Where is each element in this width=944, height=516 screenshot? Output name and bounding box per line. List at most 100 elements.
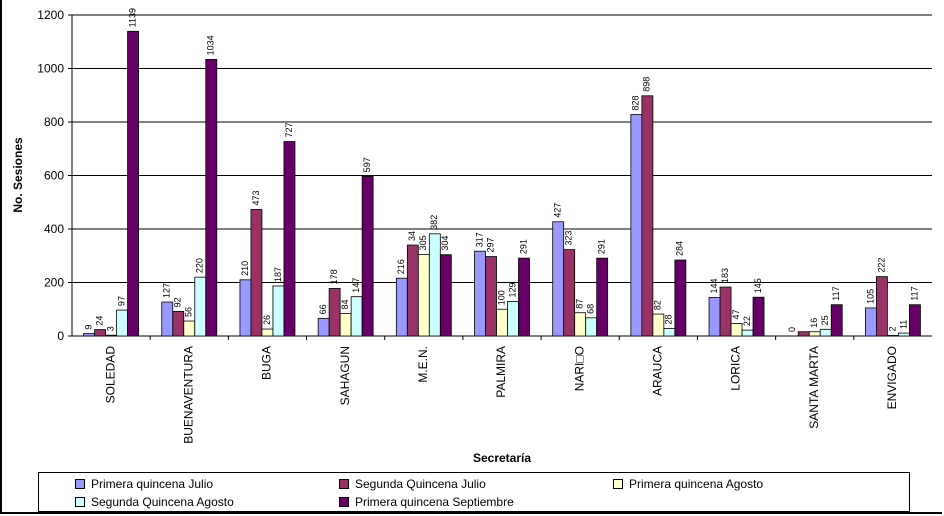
bar	[574, 312, 587, 337]
y-tick-label: 600	[44, 169, 64, 183]
data-label: 127	[162, 283, 172, 298]
data-label: 84	[340, 300, 350, 310]
data-label: 291	[518, 239, 528, 254]
bar	[596, 257, 609, 337]
data-label: 22	[742, 316, 752, 326]
data-label: 220	[195, 258, 205, 273]
bar	[496, 308, 508, 337]
data-label: 144	[709, 278, 719, 293]
bar	[205, 59, 218, 337]
bar	[194, 276, 207, 337]
x-tick-label: SAHAGUN	[338, 346, 352, 405]
y-tick-label: 1000	[37, 62, 64, 76]
bar	[172, 310, 185, 337]
bar	[708, 297, 721, 337]
bar-chart: 0200400600800100012009243971139SOLEDAD12…	[11, 8, 932, 465]
data-label: 178	[329, 269, 339, 284]
data-label: 117	[831, 286, 841, 300]
data-label: 317	[474, 232, 484, 247]
data-label: 210	[240, 261, 250, 276]
data-label: 597	[362, 157, 372, 172]
data-label: 1139	[127, 8, 137, 27]
data-label: 105	[865, 289, 875, 304]
data-label: 828	[631, 95, 641, 110]
data-label: 68	[586, 304, 596, 314]
data-label: 0	[787, 327, 797, 332]
bar	[674, 259, 687, 337]
data-label: 87	[575, 299, 585, 309]
bar	[439, 254, 452, 337]
legend-label: Primera quincena Agosto	[629, 477, 764, 491]
bar	[105, 334, 117, 337]
data-label: 97	[116, 296, 126, 306]
bar	[865, 307, 877, 337]
y-tick-label: 0	[57, 329, 64, 343]
legend-item-primera-agosto: Primera quincena Agosto	[613, 476, 763, 492]
bar	[808, 331, 821, 337]
legend-label: Segunda Quincena Julio	[355, 477, 486, 491]
bar	[328, 287, 341, 337]
bar	[183, 320, 196, 337]
y-axis-title: No. Sesiones	[11, 137, 25, 213]
bar	[630, 114, 643, 337]
data-label: 183	[720, 268, 730, 283]
legend-swatch	[339, 496, 349, 507]
bar	[797, 331, 810, 337]
data-label: 1034	[206, 35, 216, 55]
bar	[283, 141, 296, 337]
x-tick-label: ARAUCA	[651, 346, 665, 396]
data-label: 117	[909, 286, 919, 300]
legend-label: Primera quincena Julio	[91, 477, 214, 491]
legend-label: Segunda Quincena Agosto	[91, 495, 234, 509]
bar	[876, 276, 888, 337]
x-tick-label: BUENAVENTURA	[181, 346, 195, 444]
bar	[361, 175, 374, 337]
legend-swatch	[75, 478, 85, 489]
bar	[741, 329, 754, 337]
bar	[250, 209, 263, 337]
bar	[395, 277, 408, 337]
data-label: 147	[351, 278, 361, 293]
legend-swatch	[613, 478, 623, 489]
data-label: 216	[396, 259, 406, 274]
data-label: 47	[731, 309, 741, 319]
bar	[752, 296, 765, 337]
bar	[730, 323, 743, 337]
bar	[161, 301, 174, 337]
bar	[652, 313, 665, 337]
data-label: 25	[820, 315, 830, 325]
data-label: 16	[809, 318, 819, 328]
data-label: 9	[83, 325, 93, 330]
bar	[585, 317, 598, 337]
y-tick-label: 400	[44, 222, 64, 236]
data-label: 56	[184, 307, 194, 317]
data-label: 24	[94, 316, 104, 326]
legend: Primera quincena Julio Segunda Quincena …	[38, 472, 910, 512]
y-tick-label: 1200	[37, 8, 64, 22]
data-label: 100	[496, 290, 506, 305]
y-tick-label: 800	[44, 115, 64, 129]
data-label: 92	[173, 297, 183, 307]
x-tick-label: SANTA MARTA	[807, 346, 821, 429]
data-label: 898	[642, 77, 652, 92]
bar	[339, 313, 352, 337]
legend-swatch	[75, 496, 85, 507]
bar	[719, 286, 732, 337]
bar	[350, 296, 363, 337]
bar	[116, 309, 128, 337]
bar	[417, 254, 430, 337]
data-label: 304	[440, 236, 450, 251]
bar	[239, 279, 252, 337]
data-label: 3	[105, 326, 115, 331]
data-label: 129	[507, 282, 517, 297]
bar	[830, 304, 843, 337]
x-tick-label: LORICA	[729, 346, 743, 391]
data-label: 305	[418, 235, 428, 250]
data-label: 727	[284, 122, 294, 137]
bar	[406, 244, 419, 337]
x-tick-label: ENVIGADO	[885, 346, 899, 409]
legend-item-primera-septiembre: Primera quincena Septiembre	[339, 494, 514, 510]
legend-swatch	[339, 478, 349, 489]
data-label: 427	[553, 203, 563, 218]
